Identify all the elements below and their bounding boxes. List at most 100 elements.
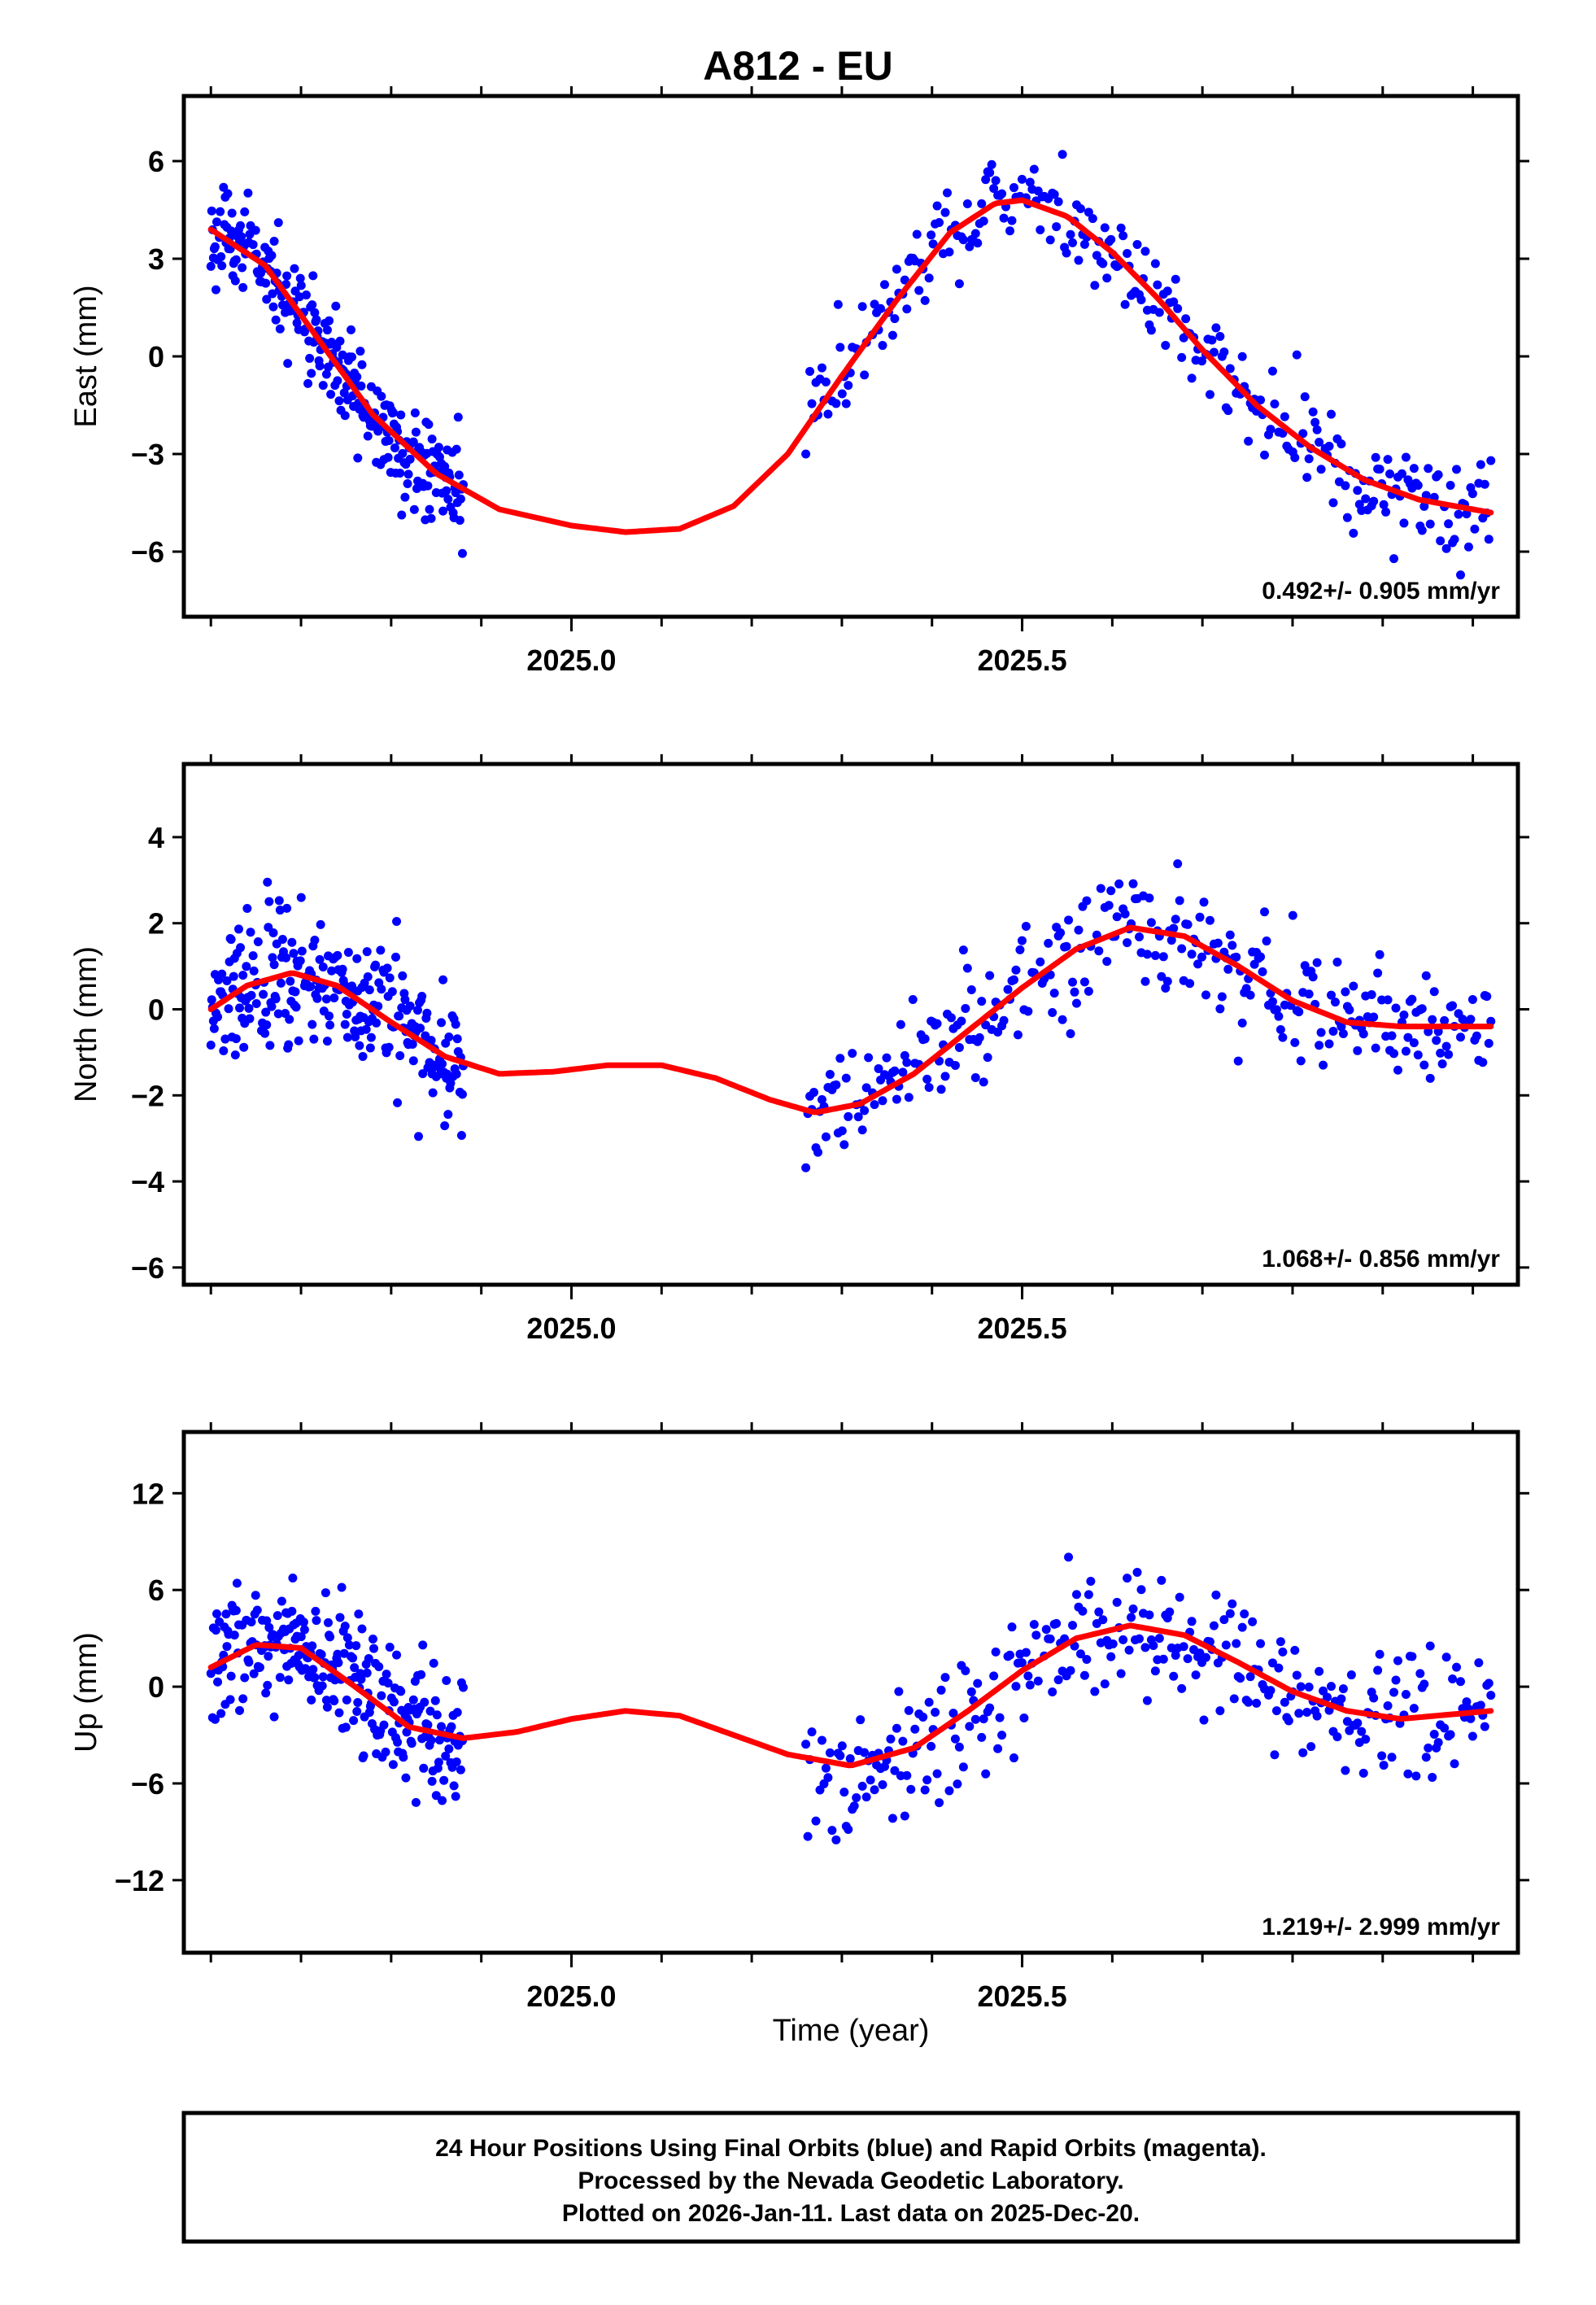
data-point xyxy=(1021,921,1031,931)
data-point xyxy=(879,280,889,290)
chart-title: A812 - EU xyxy=(703,43,892,89)
data-point xyxy=(297,946,307,956)
data-point xyxy=(1328,1027,1338,1037)
data-point xyxy=(290,264,299,273)
data-point xyxy=(235,1705,245,1715)
data-point xyxy=(371,960,381,970)
data-point xyxy=(236,220,246,230)
data-point xyxy=(347,352,357,362)
data-point xyxy=(977,199,987,208)
data-point xyxy=(1486,456,1496,465)
data-point xyxy=(422,1008,432,1018)
data-point xyxy=(305,353,315,363)
data-point xyxy=(1048,1008,1057,1018)
data-point xyxy=(1090,281,1100,290)
data-point xyxy=(1019,1713,1029,1722)
data-point xyxy=(364,1654,373,1664)
data-point xyxy=(1413,481,1423,491)
data-point xyxy=(420,1697,430,1707)
data-point xyxy=(1021,1648,1031,1657)
data-point xyxy=(1332,957,1342,967)
data-point xyxy=(310,936,320,945)
data-point xyxy=(340,411,350,421)
data-point xyxy=(385,1643,395,1652)
data-points xyxy=(206,859,1496,1172)
data-point xyxy=(927,230,936,240)
data-point xyxy=(1116,223,1126,233)
y-tick-label: −6 xyxy=(131,1251,164,1285)
data-point xyxy=(427,1776,437,1786)
data-point xyxy=(396,410,406,420)
data-point xyxy=(827,1826,837,1836)
data-point xyxy=(390,443,399,453)
data-point xyxy=(231,255,241,264)
data-point xyxy=(395,1011,404,1021)
data-point xyxy=(1399,1010,1409,1019)
data-point xyxy=(1455,570,1465,580)
data-point xyxy=(398,448,408,458)
data-point xyxy=(1045,1634,1055,1644)
data-point xyxy=(290,987,300,997)
data-point xyxy=(408,1056,418,1066)
data-point xyxy=(1375,465,1385,474)
data-point xyxy=(403,469,413,479)
data-point xyxy=(307,1641,317,1651)
data-point xyxy=(1290,452,1300,462)
data-point xyxy=(1267,997,1277,1006)
data-point xyxy=(1213,938,1223,948)
data-point xyxy=(1136,1585,1146,1595)
data-point xyxy=(970,1072,980,1082)
data-point xyxy=(381,1747,390,1757)
data-point xyxy=(1106,886,1116,896)
data-point xyxy=(1379,500,1389,509)
data-point xyxy=(1428,1015,1437,1024)
data-point xyxy=(261,1688,271,1698)
data-point xyxy=(1411,1771,1421,1781)
data-point xyxy=(398,971,408,980)
data-point xyxy=(1183,1654,1193,1664)
data-point xyxy=(1044,938,1053,948)
data-point xyxy=(1049,190,1059,199)
data-point xyxy=(1338,1684,1348,1694)
y-tick-label: 3 xyxy=(148,242,164,276)
data-point xyxy=(1319,1686,1328,1696)
data-point xyxy=(307,300,317,310)
y-tick-label: −12 xyxy=(115,1864,164,1897)
data-point xyxy=(1328,498,1338,508)
data-point xyxy=(412,1006,422,1015)
data-point xyxy=(230,1050,240,1060)
data-point xyxy=(1102,957,1112,967)
data-point xyxy=(1187,373,1197,383)
data-point xyxy=(446,1078,456,1088)
data-point xyxy=(853,1112,863,1122)
data-point xyxy=(1025,177,1035,187)
data-point xyxy=(975,1032,984,1042)
data-point xyxy=(1433,1738,1443,1748)
data-point xyxy=(442,1675,451,1685)
data-point xyxy=(1187,950,1197,959)
data-point xyxy=(348,1653,358,1663)
data-point xyxy=(848,1049,857,1059)
data-point xyxy=(1375,950,1385,959)
data-point xyxy=(286,976,295,986)
data-point xyxy=(970,1714,980,1724)
data-point xyxy=(311,1606,321,1616)
data-point xyxy=(1432,1036,1441,1046)
data-point xyxy=(325,1632,335,1642)
data-point xyxy=(1169,1671,1179,1681)
data-point xyxy=(811,1816,821,1826)
data-point xyxy=(1316,465,1326,474)
data-point xyxy=(1446,481,1455,491)
data-point xyxy=(1444,519,1454,529)
data-point xyxy=(1379,1761,1389,1770)
data-point xyxy=(1036,225,1045,234)
data-point xyxy=(950,1734,960,1744)
data-point xyxy=(977,1732,987,1742)
data-point xyxy=(1452,1662,1462,1672)
data-point xyxy=(837,1741,847,1751)
data-point xyxy=(1294,1709,1304,1718)
data-point xyxy=(1229,1694,1239,1704)
data-point xyxy=(238,971,248,980)
data-points xyxy=(206,1552,1496,1844)
data-point xyxy=(1421,491,1431,500)
